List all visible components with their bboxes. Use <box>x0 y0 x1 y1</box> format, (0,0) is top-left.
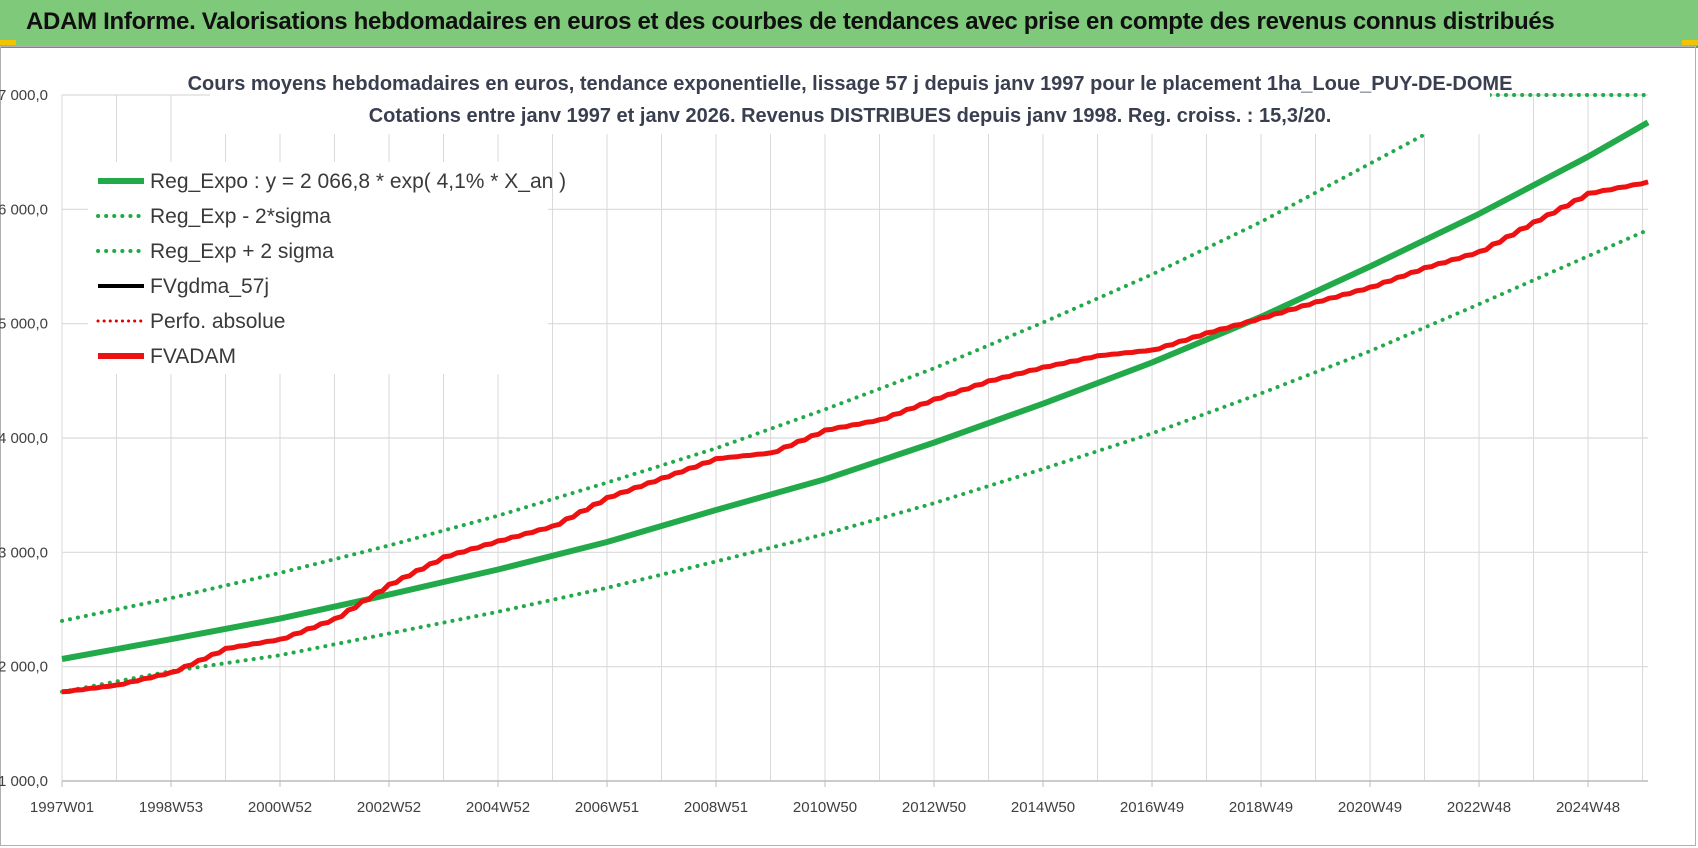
chart-title-line-2: Cotations entre janv 1997 et janv 2026. … <box>369 105 1332 127</box>
y-tick-label: 7 000,0 <box>0 87 48 104</box>
y-tick-label: 6 000,0 <box>0 201 48 218</box>
y-tick-label: 2 000,0 <box>0 659 48 676</box>
legend-background <box>88 162 548 374</box>
series-reg-exp-minus-2sigma <box>60 227 1650 694</box>
x-tick-label: 2024W48 <box>1556 799 1620 816</box>
legend-label-perfo: Perfo. absolue <box>150 310 285 333</box>
y-tick-label: 5 000,0 <box>0 316 48 333</box>
chart-frame <box>0 46 1696 846</box>
x-tick-label: 2016W49 <box>1120 799 1184 816</box>
header-banner: ADAM Informe. Valorisations hebdomadaire… <box>0 0 1698 48</box>
banner-title: ADAM Informe. Valorisations hebdomadaire… <box>26 8 1555 35</box>
series-reg-exp-plus-2sigma <box>60 93 1650 623</box>
x-tick-label: 1998W53 <box>139 799 203 816</box>
x-tick-label: 2008W51 <box>684 799 748 816</box>
series-layer <box>60 93 1650 695</box>
x-tick-label: 2010W50 <box>793 799 857 816</box>
title-background <box>210 64 1490 134</box>
y-tick-label: 3 000,0 <box>0 544 48 561</box>
x-tick-label: 2000W52 <box>248 799 312 816</box>
legend-label-fvgdma: FVgdma_57j <box>150 275 269 298</box>
legend-label-reg-exp-plus: Reg_Exp + 2 sigma <box>150 240 334 263</box>
legend-label-reg-expo: Reg_Expo : y = 2 066,8 * exp( 4,1% * X_a… <box>150 170 566 193</box>
x-tick-label: 2006W51 <box>575 799 639 816</box>
legend-label-reg-exp-minus: Reg_Exp - 2*sigma <box>150 205 331 228</box>
y-tick-label: 1 000,0 <box>0 773 48 790</box>
x-tick-label: 2022W48 <box>1447 799 1511 816</box>
chart-title-line-1: Cours moyens hebdomadaires en euros, ten… <box>188 73 1513 95</box>
x-tick-label: 2014W50 <box>1011 799 1075 816</box>
corner-mark-left <box>0 40 16 45</box>
x-tick-label: 2018W49 <box>1229 799 1293 816</box>
corner-mark-right <box>1682 40 1698 45</box>
x-tick-label: 1997W01 <box>30 799 94 816</box>
y-tick-label: 4 000,0 <box>0 430 48 447</box>
series-reg-expo <box>61 119 1650 662</box>
x-tick-label: 2020W49 <box>1338 799 1402 816</box>
legend: Reg_Expo : y = 2 066,8 * exp( 4,1% * X_a… <box>88 162 566 374</box>
x-tick-label: 2002W52 <box>357 799 421 816</box>
x-tick-label: 2012W50 <box>902 799 966 816</box>
legend-label-fvadam: FVADAM <box>150 345 236 368</box>
x-tick-label: 2004W52 <box>466 799 530 816</box>
axes: 1 000,0 2 000,0 3 000,0 4 000,0 5 000,0 6 000… <box>0 87 1648 816</box>
series-fvadam <box>61 179 1649 695</box>
